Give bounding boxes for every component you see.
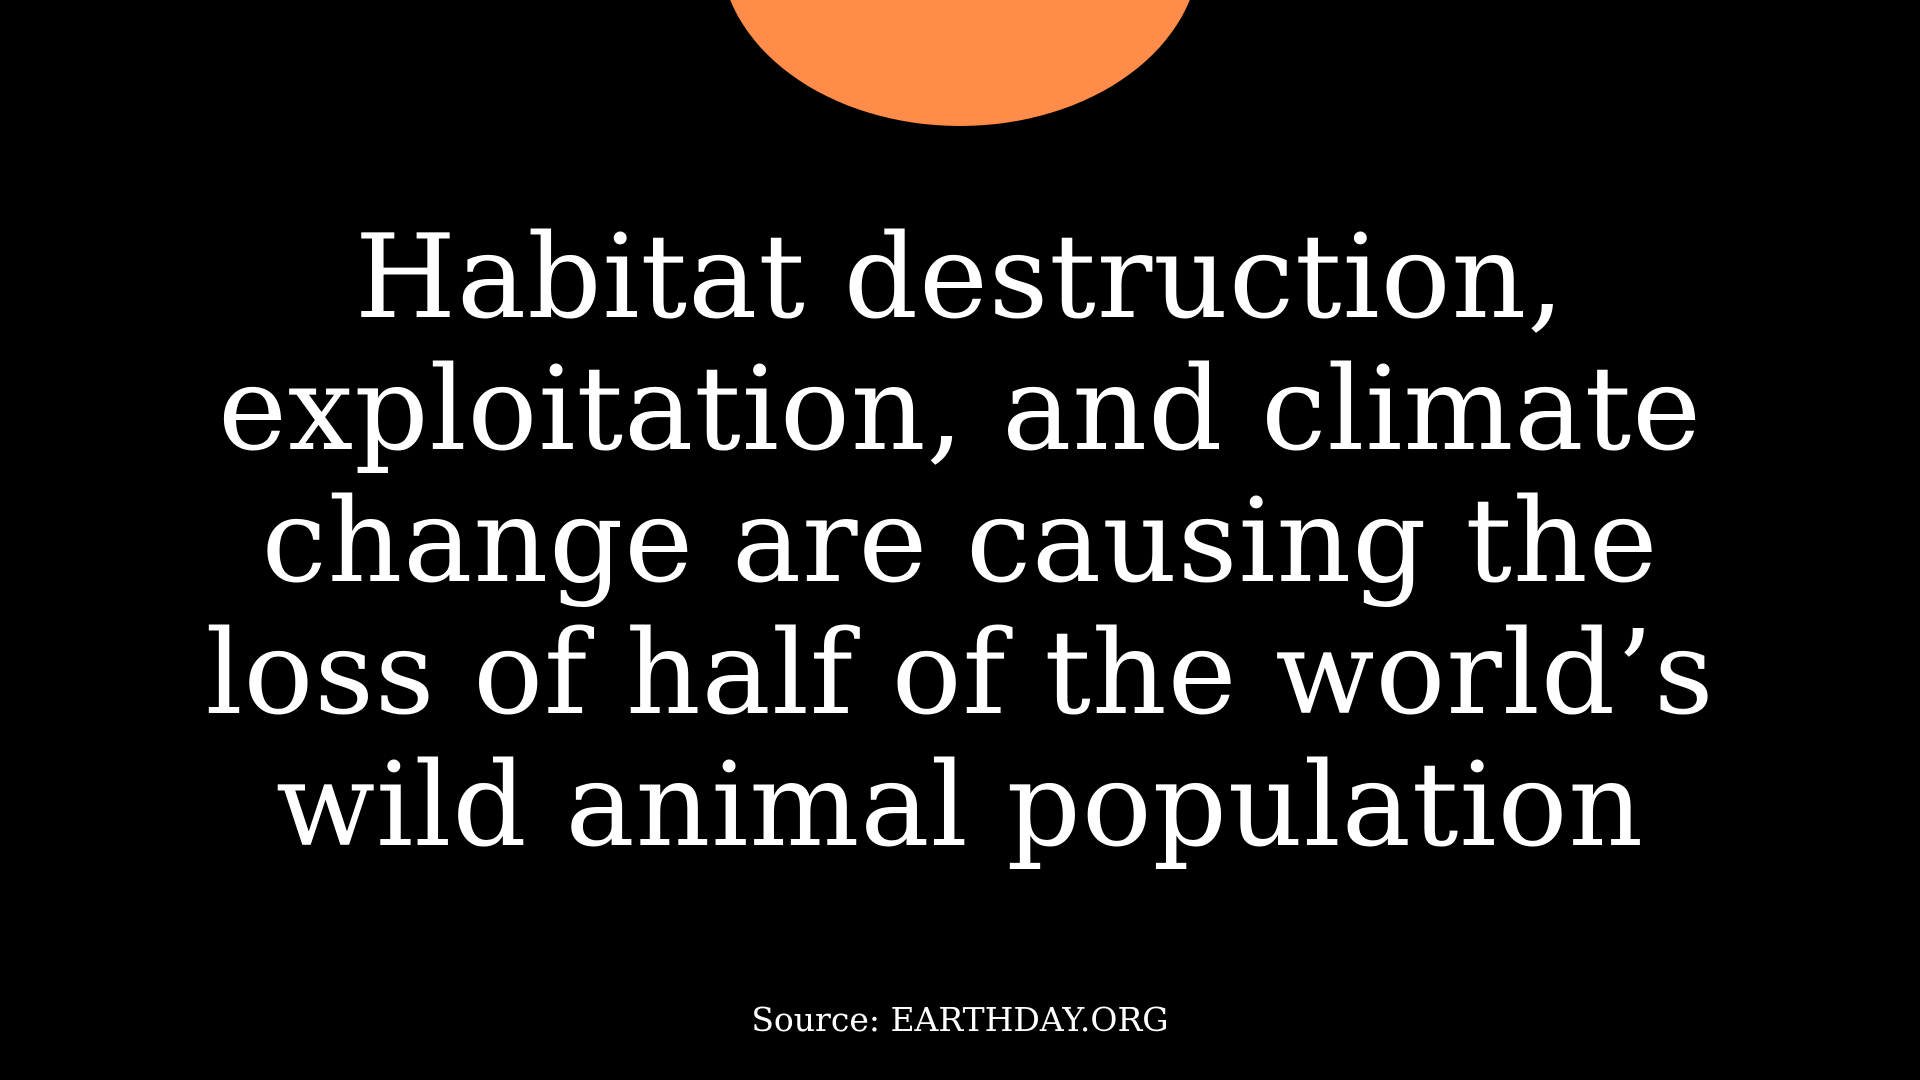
orange-circle-graphic [720,0,1200,126]
headline-line-4: loss of half of the world’s [205,606,1715,741]
headline-line-3: change are causing the [261,474,1659,609]
source-credit: Source: EARTHDAY.ORG [751,1000,1169,1039]
headline: Habitat destruction, exploitation, and c… [160,212,1760,872]
headline-line-1: Habitat destruction, [354,210,1566,345]
headline-line-5: wild animal population [275,738,1645,873]
headline-line-2: exploitation, and climate [218,342,1702,477]
